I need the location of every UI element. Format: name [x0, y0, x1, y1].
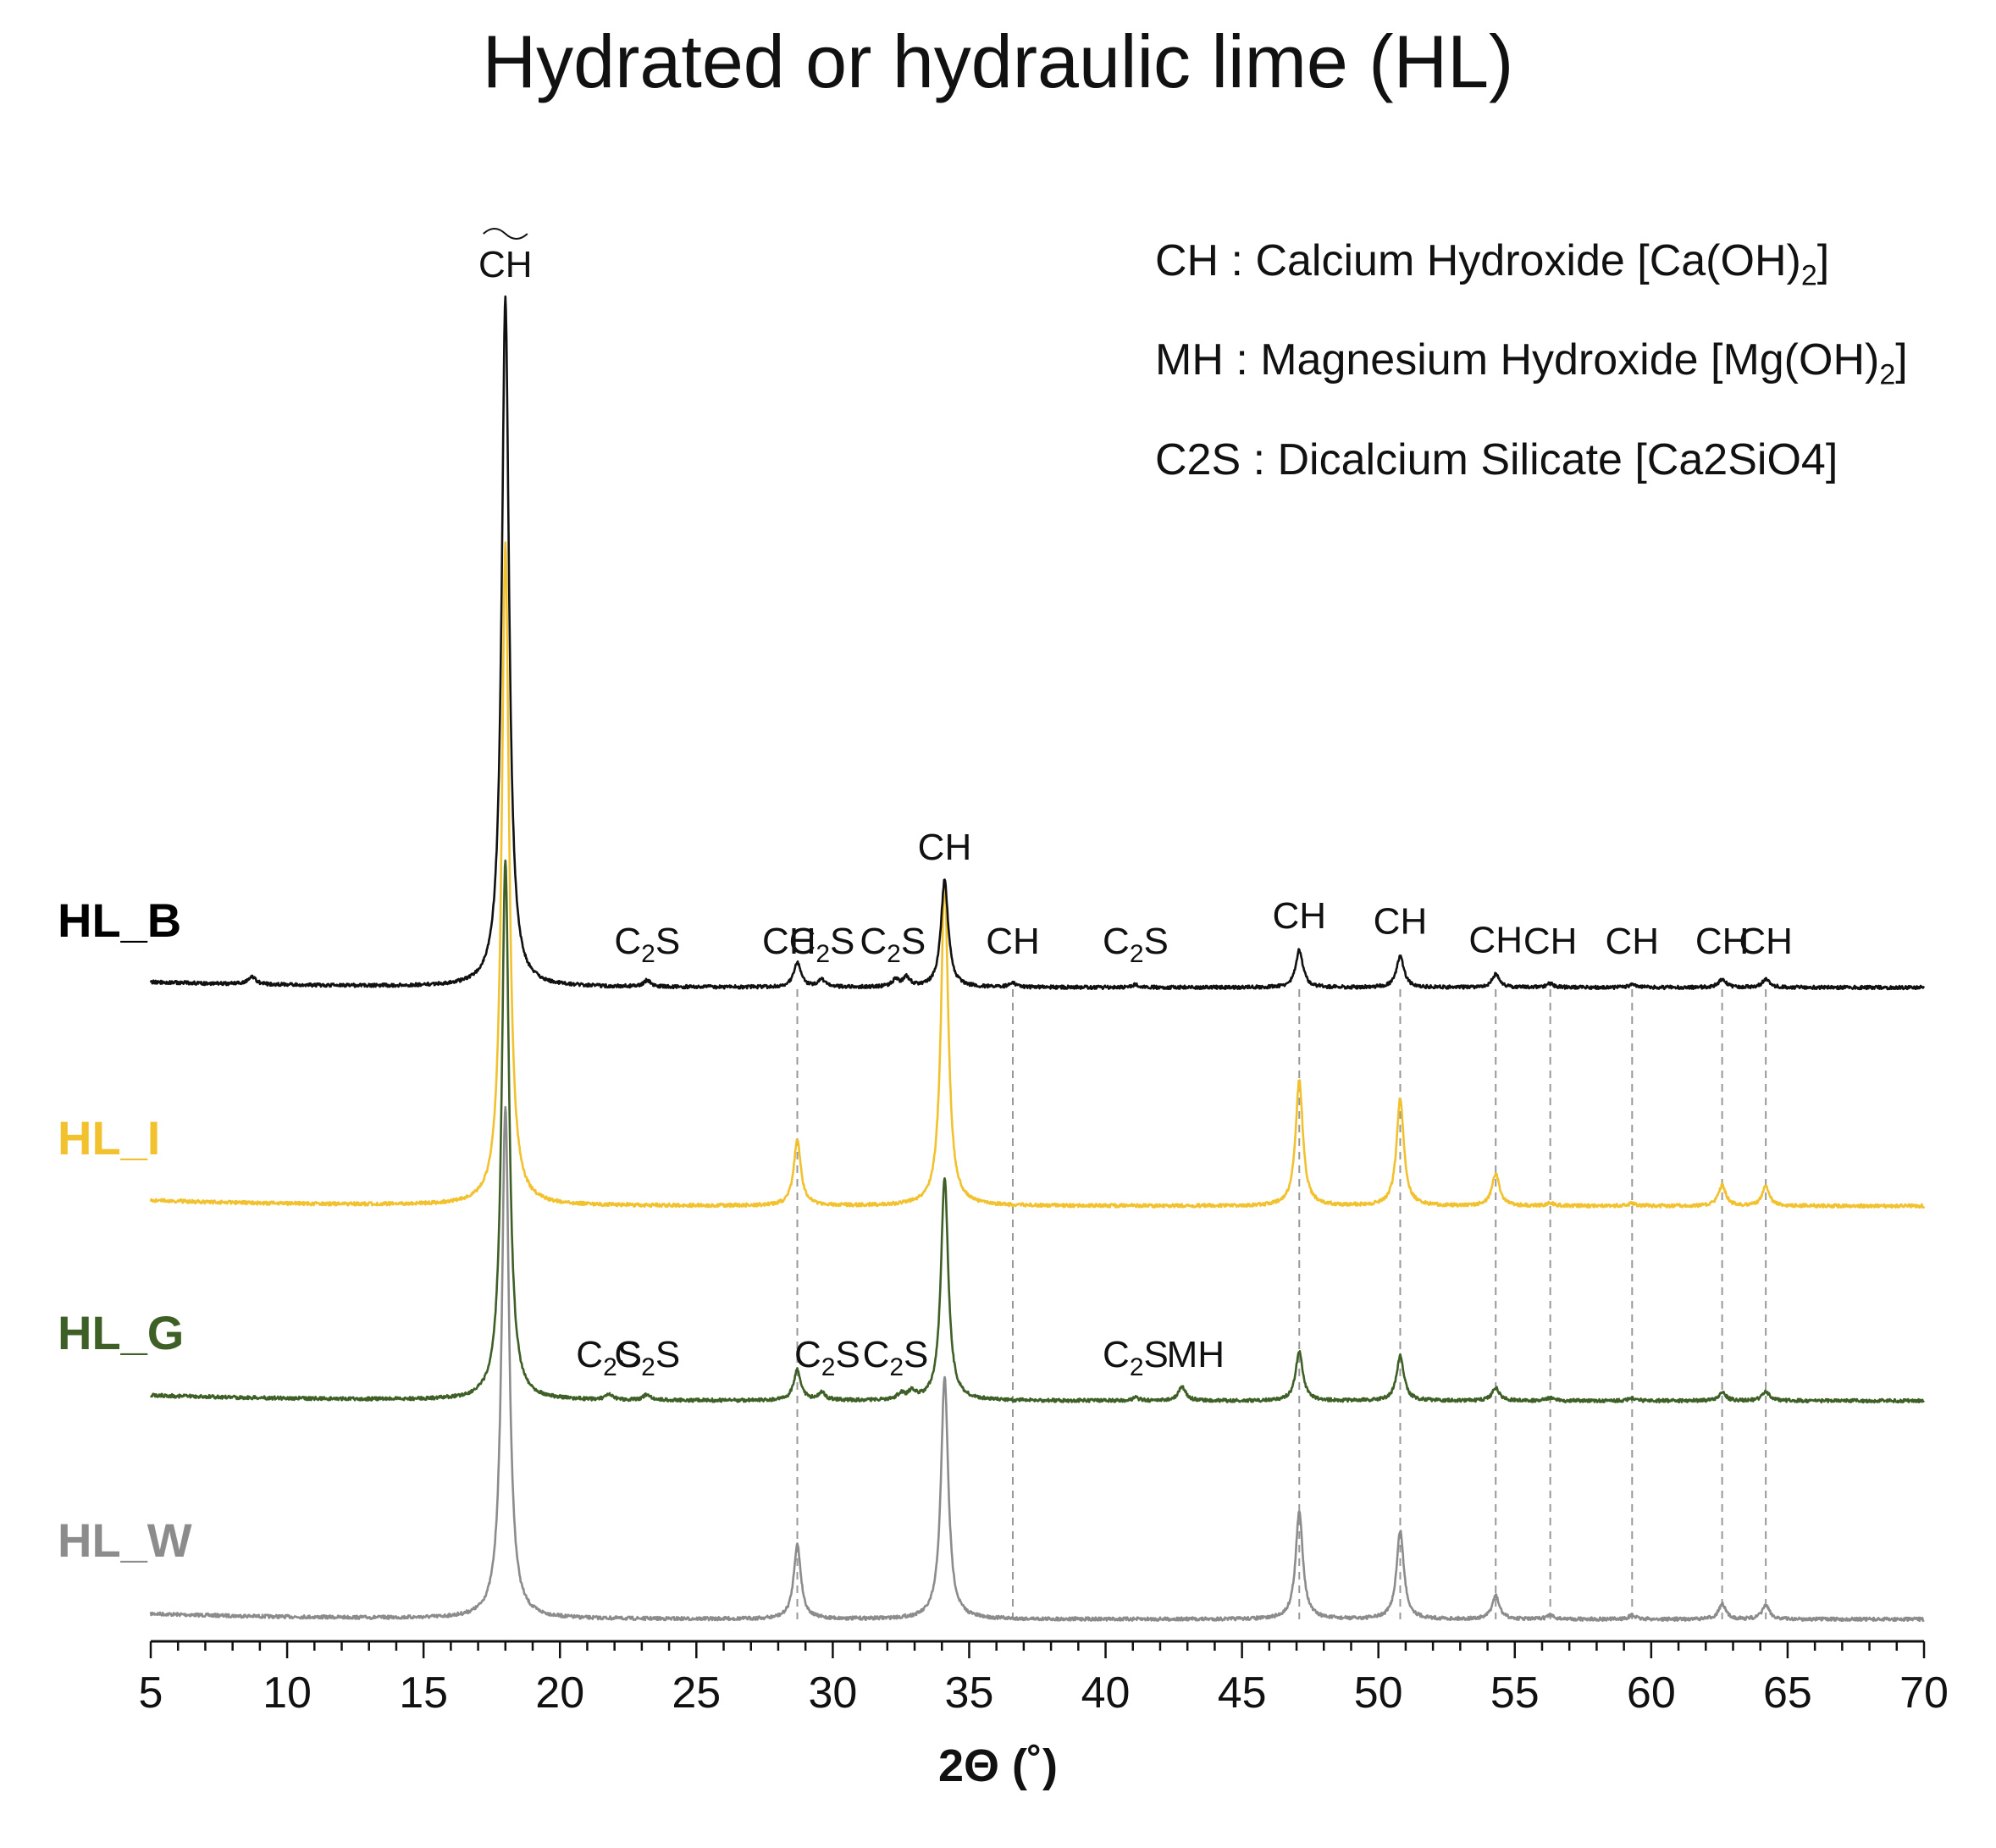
peak-annotation-1: CH [918, 827, 972, 868]
peak-annotation-3: C2S [614, 921, 680, 968]
x-tick-label-65: 65 [1763, 1668, 1812, 1718]
x-tick-label-55: 55 [1490, 1668, 1540, 1718]
x-tick-label-15: 15 [399, 1668, 448, 1718]
peak-annotation-11: CH [1523, 921, 1578, 962]
x-tick-label-35: 35 [945, 1668, 994, 1718]
series-label-hl-b: HL_B [58, 894, 181, 947]
chart-legend: CH : Calcium Hydroxide [Ca(OH)2] MH : Ma… [1155, 219, 1908, 502]
peak-annotation-17: C2S [794, 1334, 860, 1381]
peak-annotation-19: C2S [1103, 1334, 1169, 1381]
x-tick-label-60: 60 [1627, 1668, 1676, 1718]
x-axis-label: 2Θ (˚) [938, 1740, 1058, 1791]
series-label-hl-i: HL_I [58, 1111, 160, 1165]
peak-annotation-6: CH [986, 921, 1040, 962]
x-tick-label-70: 70 [1899, 1668, 1949, 1718]
x-tick-label-25: 25 [672, 1668, 721, 1718]
series-label-hl-w: HL_W [58, 1513, 192, 1567]
legend-item-mh: MH : Magnesium Hydroxide [Mg(OH)2] [1155, 318, 1908, 417]
peak-annotation-10: CH [1468, 919, 1523, 960]
peak-annotation-8: CH [1272, 895, 1326, 937]
peak-annotation-16: C2S [614, 1334, 680, 1381]
legend-mh-sub: 2 [1879, 358, 1896, 391]
legend-item-ch: CH : Calcium Hydroxide [Ca(OH)2] [1155, 219, 1908, 318]
peak-annotation-4: C2S [789, 921, 855, 968]
peak-annotation-20: MH [1167, 1334, 1225, 1375]
x-tick-label-20: 20 [535, 1668, 584, 1718]
peak-annotation-13: CH [1695, 921, 1750, 962]
peak-annotation-18: C2S [863, 1334, 929, 1381]
x-tick-label-45: 45 [1218, 1668, 1267, 1718]
peak-annotation-2: CH [762, 921, 816, 962]
legend-mh-text: Magnesium Hydroxide [Mg(OH) [1260, 335, 1880, 385]
legend-c2s-sep: : [1241, 434, 1278, 484]
peak-annotation-14: CH [1739, 921, 1793, 962]
series-line-hl-i [149, 541, 1926, 1209]
legend-ch-sub: 2 [1800, 259, 1817, 292]
legend-mh-abbr: MH [1155, 335, 1224, 385]
legend-c2s-abbr: C2S [1155, 434, 1241, 484]
legend-ch-text: Calcium Hydroxide [Ca(OH) [1255, 236, 1801, 285]
peak-annotation-0: CH [478, 244, 533, 285]
chart-title: Hydrated or hydraulic lime (HL) [482, 19, 1514, 103]
peak-annotation-7: C2S [1103, 921, 1169, 968]
axis-break-mark [483, 228, 528, 240]
x-tick-label-10: 10 [263, 1668, 312, 1718]
peak-annotation-12: CH [1606, 921, 1660, 962]
series-line-hl-b [149, 295, 1926, 991]
x-tick-label-40: 40 [1081, 1668, 1131, 1718]
legend-item-c2s: C2S : Dicalcium Silicate [Ca2SiO4] [1155, 418, 1908, 502]
x-tick-label-50: 50 [1354, 1668, 1403, 1718]
x-tick-label-5: 5 [139, 1668, 163, 1718]
legend-ch-tail: ] [1816, 236, 1830, 285]
x-tick-label-30: 30 [808, 1668, 857, 1718]
peak-annotation-15: C2S [576, 1334, 642, 1381]
peak-annotation-5: C2S [860, 921, 926, 968]
legend-ch-sep: : [1219, 236, 1256, 285]
legend-mh-sep: : [1223, 335, 1261, 385]
series-line-hl-g [149, 859, 1925, 1404]
legend-mh-tail: ] [1895, 335, 1908, 385]
series-label-hl-g: HL_G [58, 1306, 184, 1359]
peak-annotation-9: CH [1374, 900, 1428, 942]
series-line-hl-w [149, 1105, 1925, 1623]
legend-ch-abbr: CH [1155, 236, 1219, 285]
legend-c2s-text: Dicalcium Silicate [Ca2SiO4] [1277, 434, 1838, 484]
